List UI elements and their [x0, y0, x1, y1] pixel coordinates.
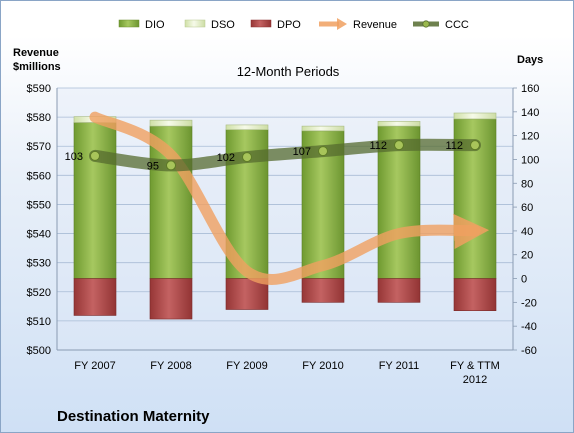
- left-tick-label: $550: [27, 199, 51, 211]
- right-tick-label: 80: [521, 178, 533, 190]
- bar-dpo: [149, 278, 193, 320]
- ccc-point: [394, 140, 404, 151]
- bar-dio: [73, 122, 117, 279]
- bar-dpo: [301, 278, 345, 303]
- bar-dpo: [377, 278, 421, 303]
- legend-label-ccc: CCC: [445, 19, 469, 31]
- chart-title: 12-Month Periods: [237, 64, 340, 79]
- left-tick-label: $510: [27, 316, 51, 328]
- legend-item-ccc: CCC: [413, 19, 469, 31]
- right-tick-label: 0: [521, 274, 527, 286]
- ccc-data-label: 112: [369, 140, 387, 152]
- right-tick-label: 100: [521, 154, 539, 166]
- bar-dso: [225, 124, 269, 130]
- right-tick-label: 120: [521, 131, 539, 143]
- category-label: FY 2008: [150, 360, 191, 372]
- category-label: FY 2009: [226, 360, 267, 372]
- bar-dso: [453, 112, 497, 120]
- category-label: FY 2011: [379, 360, 420, 372]
- ccc-point: [90, 150, 100, 161]
- category-label: FY 2007: [74, 360, 115, 372]
- left-tick-label: $540: [27, 229, 51, 241]
- bar-dso: [377, 121, 421, 127]
- ccc-line: [89, 138, 481, 172]
- ccc-point: [318, 146, 328, 157]
- bar-dso: [149, 119, 193, 127]
- ccc-data-label: 112: [445, 140, 463, 152]
- category-label: FY & TTM: [450, 360, 500, 372]
- right-tick-label: -20: [521, 297, 537, 309]
- right-tick-label: 20: [521, 250, 533, 262]
- ccc-point: [242, 152, 252, 163]
- company-title: Destination Maternity: [57, 408, 210, 425]
- left-axis-title-line1: Revenue: [13, 47, 59, 59]
- legend: DIO DSO DPO Revenue CCC: [118, 18, 469, 31]
- right-tick-label: 60: [521, 202, 533, 214]
- legend-label-revenue: Revenue: [353, 19, 397, 31]
- left-tick-label: $590: [27, 83, 51, 95]
- left-tick-label: $570: [27, 141, 51, 153]
- right-tick-label: 40: [521, 226, 533, 238]
- axes: [56, 87, 517, 351]
- lines: 103 95 102 107 112 112: [65, 111, 490, 285]
- legend-label-dpo: DPO: [277, 19, 301, 31]
- right-tick-label: -40: [521, 321, 537, 333]
- revenue-line: [89, 111, 490, 285]
- left-tick-label: $500: [27, 345, 51, 357]
- ccc-data-label: 95: [147, 160, 159, 172]
- left-axis-title-line2: $millions: [13, 61, 61, 73]
- tick-labels: $500 $510 $520 $530 $540 $550 $560 $570 $580 $590…: [27, 83, 540, 386]
- legend-label-dio: DIO: [145, 19, 165, 31]
- bar-dpo: [453, 278, 497, 311]
- ccc-point: [166, 160, 176, 171]
- left-tick-label: $520: [27, 287, 51, 299]
- ccc-data-label: 107: [293, 146, 311, 158]
- left-tick-label: $530: [27, 258, 51, 270]
- bar-dso: [301, 125, 345, 132]
- right-tick-label: -60: [521, 345, 537, 357]
- legend-item-revenue: Revenue: [319, 18, 397, 31]
- right-axis-title: Days: [517, 54, 543, 66]
- category-label: FY 2010: [302, 360, 343, 372]
- ccc-point: [470, 140, 480, 151]
- legend-label-dso: DSO: [211, 19, 235, 31]
- bar-dpo: [73, 278, 117, 316]
- left-tick-label: $560: [27, 170, 51, 182]
- legend-item-dso: DSO: [184, 19, 235, 31]
- legend-item-dio: DIO: [118, 19, 165, 31]
- category-label: 2012: [463, 374, 487, 386]
- right-tick-label: 140: [521, 107, 539, 119]
- legend-item-dpo: DPO: [250, 19, 301, 31]
- ccc-data-label: 102: [217, 152, 235, 164]
- right-tick-label: 160: [521, 83, 539, 95]
- left-tick-label: $580: [27, 112, 51, 124]
- ccc-data-label: 103: [65, 151, 83, 163]
